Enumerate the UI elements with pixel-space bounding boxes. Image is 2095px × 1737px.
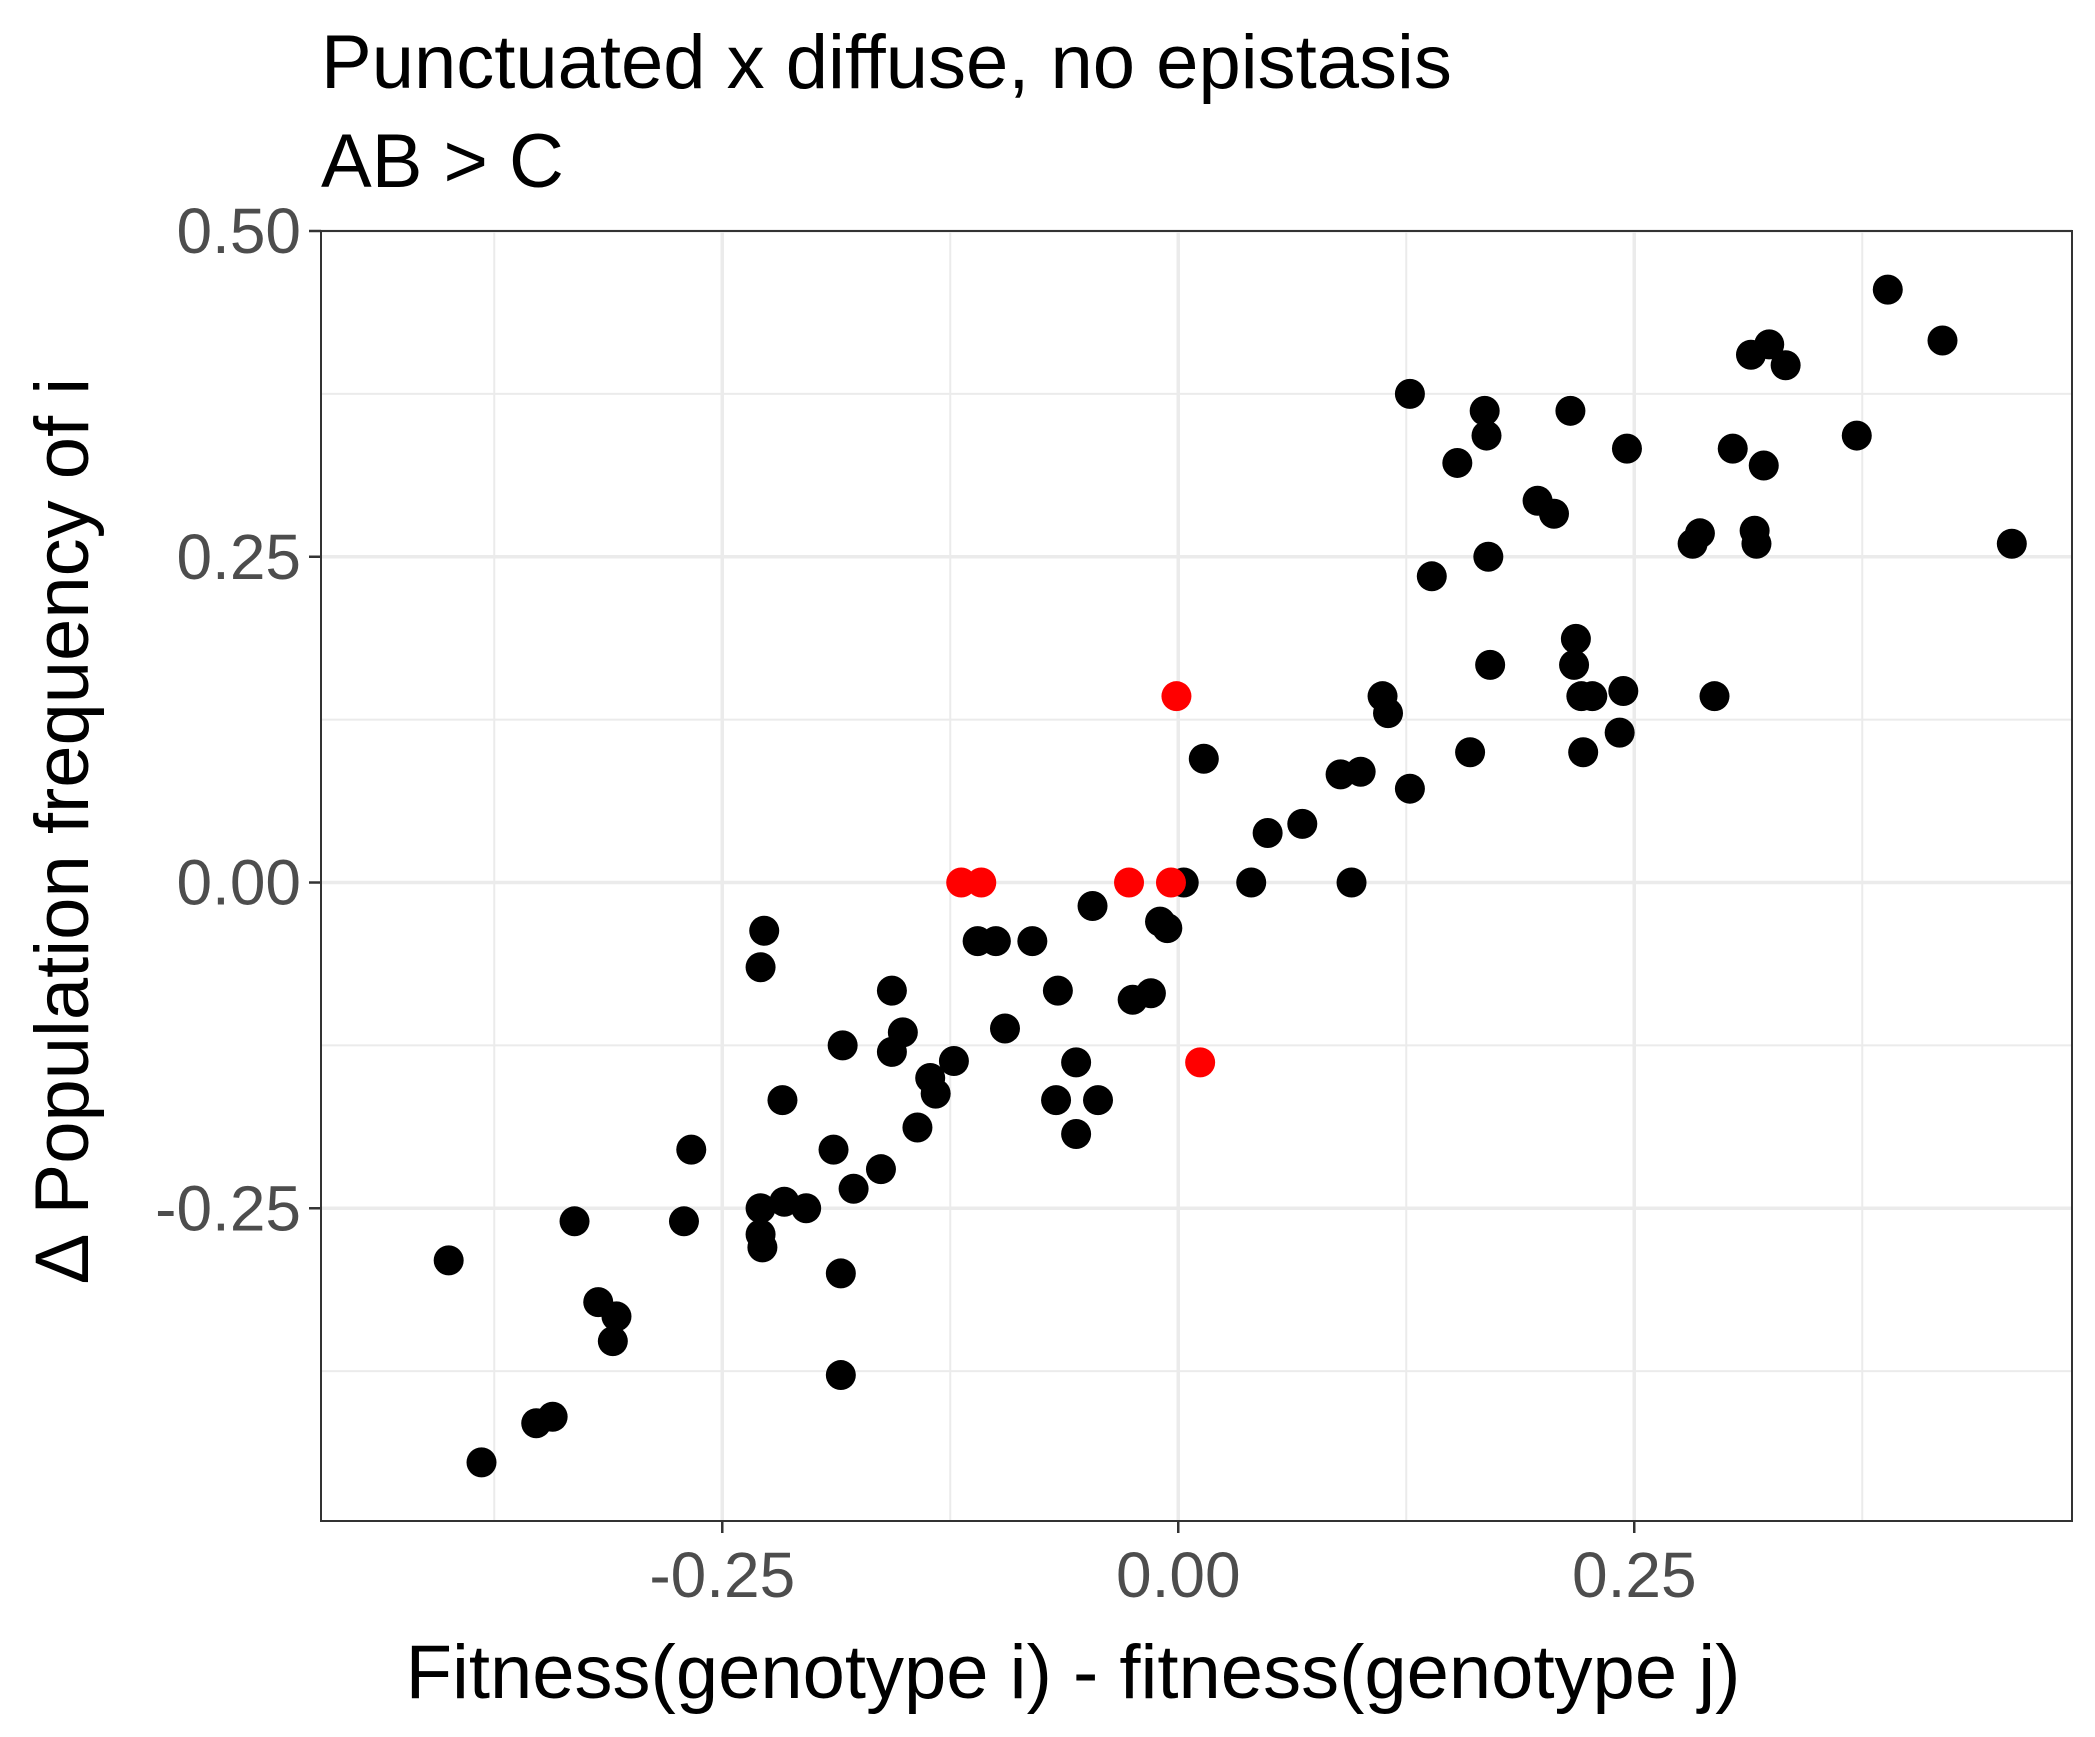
data-point-black	[938, 1046, 969, 1077]
data-points	[433, 274, 2027, 1478]
data-point-black	[1996, 528, 2027, 559]
data-point-black	[676, 1134, 707, 1165]
data-point-red	[1185, 1047, 1216, 1078]
data-point-black	[825, 1258, 856, 1289]
data-point-black	[989, 1013, 1020, 1044]
data-point-black	[1841, 420, 1872, 451]
y-tick-label: 0.50	[176, 195, 301, 267]
data-point-black	[876, 975, 907, 1006]
data-point-black	[1741, 528, 1772, 559]
data-point-black	[537, 1401, 568, 1432]
data-point-black	[1152, 913, 1183, 944]
data-point-black	[1699, 681, 1730, 712]
y-tick-label: 0.00	[176, 847, 301, 919]
y-axis-ticks: -0.25 0.00 0.25 0.50	[155, 195, 321, 1244]
data-point-black	[1717, 433, 1748, 464]
data-point-black	[838, 1173, 869, 1204]
data-point-black	[1559, 649, 1590, 680]
data-point-black	[668, 1206, 699, 1237]
data-point-black	[745, 952, 776, 983]
data-point-black	[1684, 518, 1715, 549]
data-point-black	[1017, 926, 1048, 957]
data-point-black	[1568, 737, 1599, 768]
data-point-black	[1608, 675, 1639, 706]
x-tick-label: 0.00	[1116, 1539, 1241, 1611]
data-point-black	[920, 1078, 951, 1109]
data-point-black	[1471, 420, 1502, 451]
data-point-black	[1394, 378, 1425, 409]
data-point-black	[1748, 450, 1779, 481]
data-point-black	[1611, 433, 1642, 464]
data-point-black	[1041, 1085, 1072, 1116]
data-point-black	[865, 1154, 896, 1185]
data-point-black	[1373, 698, 1404, 729]
chart-subtitle: AB > C	[321, 119, 564, 204]
data-point-black	[1442, 447, 1473, 478]
data-point-red	[1114, 867, 1145, 898]
data-point-black	[791, 1193, 822, 1224]
data-point-black	[1252, 818, 1283, 848]
data-point-black	[601, 1301, 632, 1332]
data-point-black	[980, 926, 1011, 957]
data-point-black	[1061, 1119, 1092, 1149]
data-point-black	[1135, 978, 1166, 1009]
x-axis-title: Fitness(genotype i) - fitness(genotype j…	[406, 1630, 1741, 1715]
data-point-black	[1042, 975, 1073, 1006]
chart-title: Punctuated x diffuse, no epistasis	[321, 20, 1452, 105]
data-point-black	[1469, 395, 1500, 426]
data-point-black	[1287, 808, 1318, 839]
data-point-black	[1555, 395, 1586, 426]
data-point-black	[1345, 756, 1376, 787]
data-point-black	[466, 1447, 497, 1478]
y-tick-label: -0.25	[155, 1172, 301, 1244]
data-point-black	[1336, 867, 1367, 898]
data-point-black	[825, 1360, 856, 1391]
data-point-black	[1473, 541, 1504, 572]
data-point-black	[1188, 743, 1219, 774]
data-point-black	[745, 1193, 776, 1224]
x-tick-label: 0.25	[1572, 1539, 1697, 1611]
data-point-black	[1077, 890, 1108, 921]
data-point-black	[1394, 773, 1425, 804]
data-point-black	[887, 1017, 918, 1048]
y-tick-label: 0.25	[176, 521, 301, 593]
data-point-red	[1155, 867, 1186, 898]
data-point-black	[1455, 737, 1486, 768]
data-point-black	[1577, 681, 1608, 712]
data-point-black	[1083, 1085, 1114, 1116]
y-axis-title: ∆ Population frequency of i	[20, 378, 105, 1282]
data-point-black	[1604, 717, 1635, 748]
data-point-black	[902, 1112, 933, 1143]
data-point-black	[1872, 274, 1903, 305]
data-point-black	[1236, 867, 1267, 898]
data-point-black	[597, 1326, 628, 1357]
x-axis-ticks: -0.25 0.00 0.25	[649, 1521, 1697, 1611]
data-point-red	[1161, 681, 1192, 712]
data-point-black	[747, 1232, 778, 1263]
data-point-black	[1754, 329, 1785, 360]
data-point-red	[966, 867, 997, 898]
panel-border	[320, 230, 2073, 1522]
data-point-black	[749, 915, 780, 946]
data-point-black	[1475, 649, 1506, 680]
x-tick-label: -0.25	[649, 1539, 795, 1611]
data-point-black	[1061, 1047, 1092, 1078]
data-point-black	[433, 1245, 464, 1276]
data-point-black	[818, 1134, 849, 1165]
data-point-black	[559, 1206, 590, 1237]
data-point-black	[1538, 498, 1569, 529]
data-point-black	[1560, 623, 1591, 654]
data-point-black	[767, 1085, 798, 1116]
data-point-black	[827, 1030, 858, 1061]
data-point-black	[1770, 350, 1801, 381]
data-point-black	[1416, 561, 1447, 592]
data-point-black	[1927, 325, 1958, 356]
